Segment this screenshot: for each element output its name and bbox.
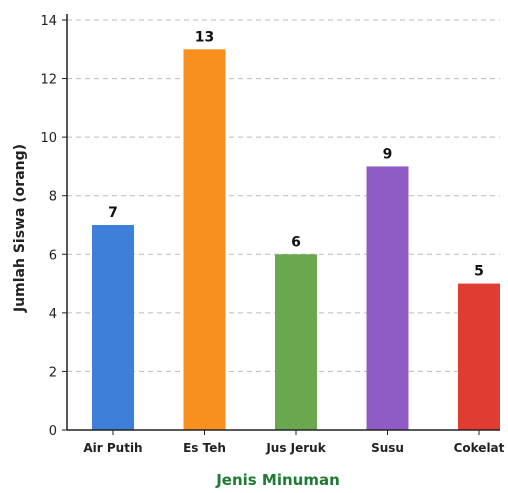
x-tick-labels: Air Putih Es Teh Jus Jeruk Susu Cokelat [83,430,505,455]
x-axis-title: Jenis Minuman [215,471,340,489]
y-tick-label: 6 [49,248,57,263]
x-tick-label: Cokelat [454,441,505,455]
x-tick-label: Jus Jeruk [265,441,326,455]
x-tick-label: Susu [371,441,404,455]
bar-susu [366,166,409,430]
data-label: 7 [108,205,118,221]
axes [66,14,500,431]
y-axis-title: Jumlah Siswa (orang) [12,144,28,313]
y-tick-label: 14 [40,14,57,29]
bar-air-putih [92,225,134,430]
bar-cokelat [458,283,500,430]
data-label: 13 [195,29,214,45]
y-tick-label: 8 [49,190,57,205]
y-tick-label: 10 [40,131,57,146]
y-tick-labels: 0 2 4 6 8 10 12 14 [40,14,67,439]
bar-jus-jeruk [275,254,317,430]
data-label: 5 [474,264,484,280]
y-tick-label: 0 [49,424,57,439]
data-labels: 7 13 6 9 5 [108,29,484,279]
data-label: 9 [383,146,393,162]
x-tick-label: Air Putih [83,441,142,455]
y-tick-label: 2 [49,365,57,380]
bar-es-teh [183,49,226,431]
x-tick-label: Es Teh [183,441,226,455]
bars [92,49,500,431]
y-tick-label: 4 [49,307,57,322]
data-label: 6 [291,234,301,250]
y-tick-label: 12 [40,73,57,88]
